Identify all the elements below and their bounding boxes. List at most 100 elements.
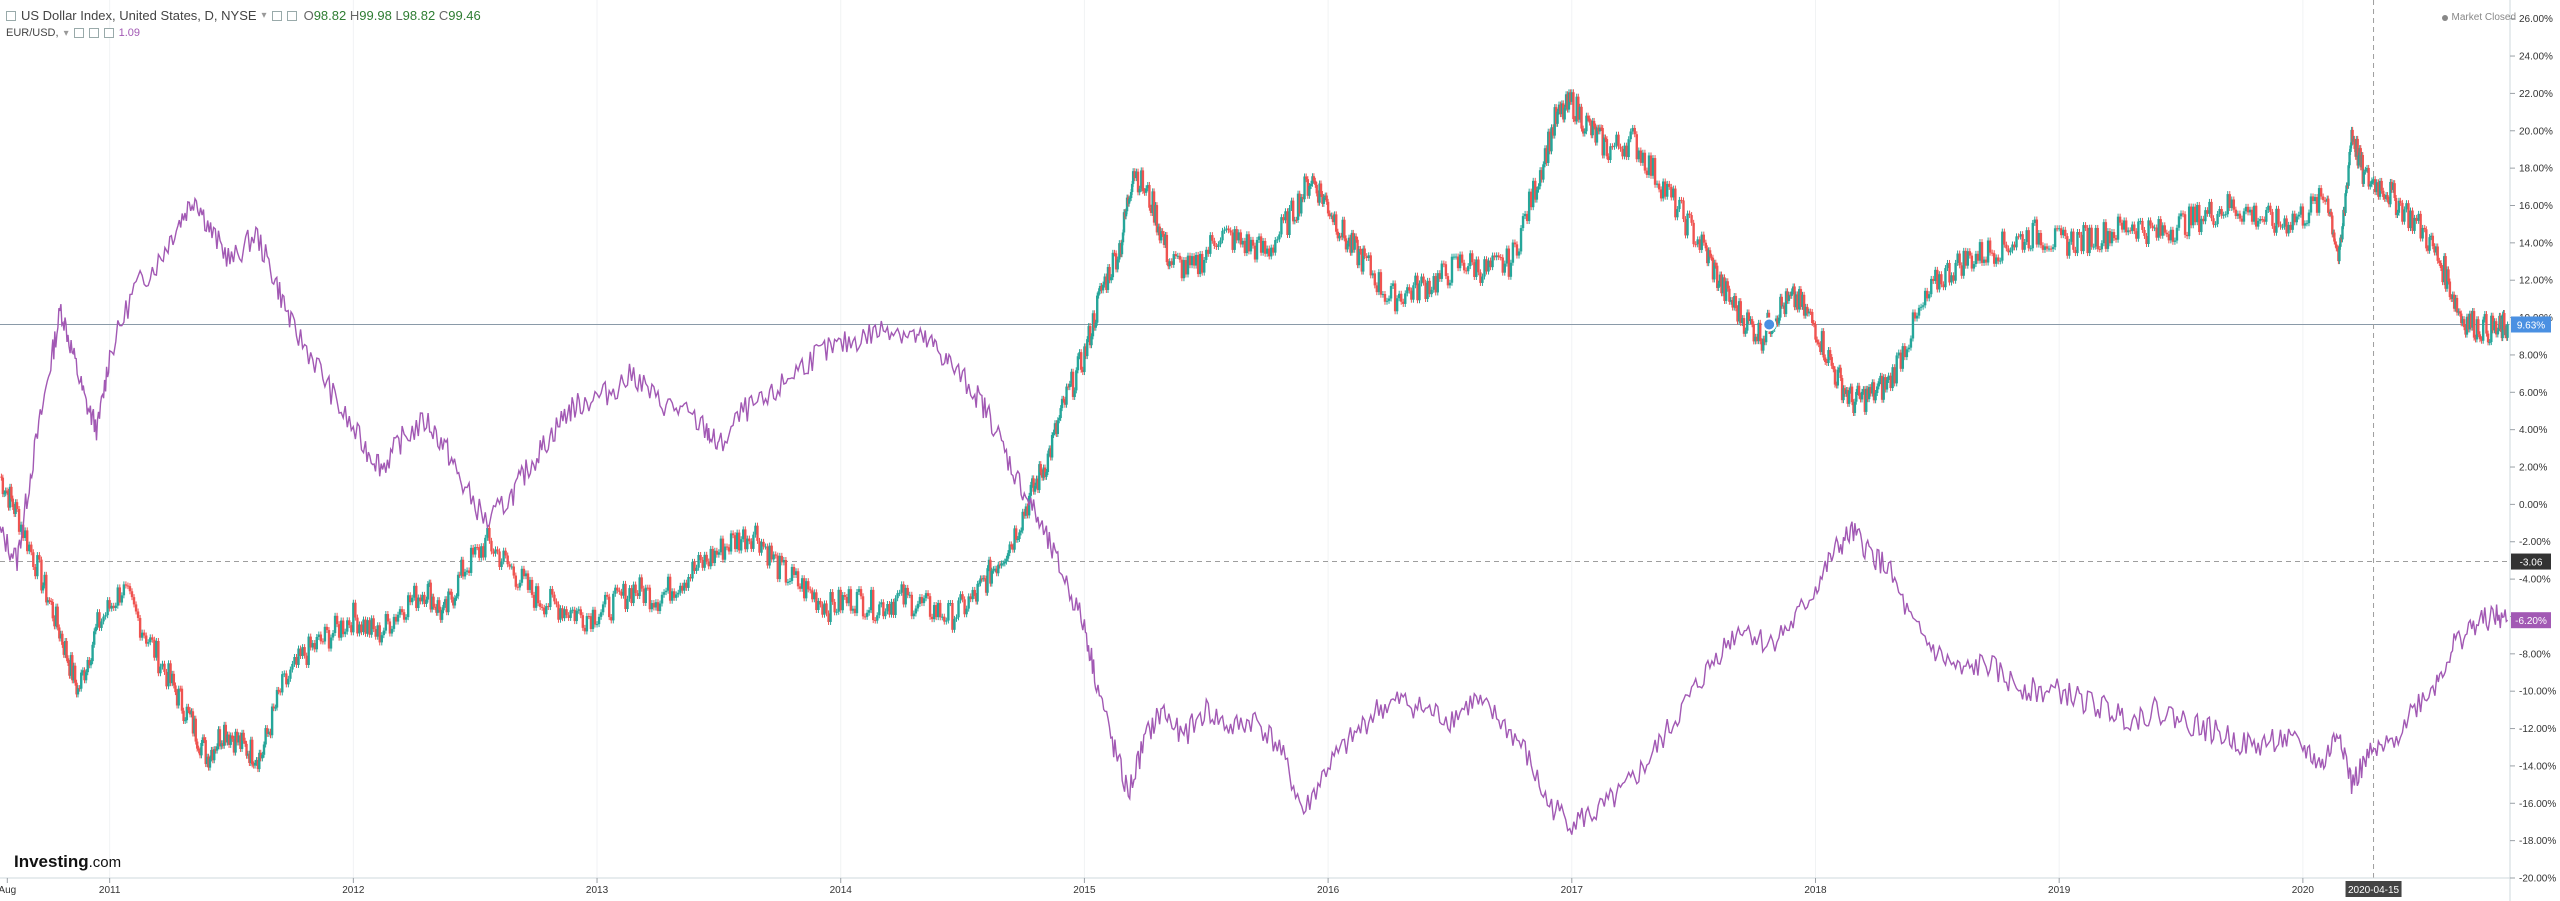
candle-body — [1426, 280, 1429, 299]
candle-body — [2246, 206, 2250, 213]
candle-body — [2242, 211, 2246, 222]
candle-body — [729, 533, 733, 552]
candle-body — [1106, 267, 1110, 290]
candle-body — [1336, 231, 1340, 239]
candle-body — [1031, 478, 1034, 485]
eye-icon[interactable] — [271, 10, 282, 21]
candle-body — [563, 609, 566, 619]
candle-body — [1779, 296, 1782, 318]
candle-body — [275, 689, 279, 708]
collapse-legend-icon[interactable] — [6, 10, 16, 21]
instrument-title[interactable]: US Dollar Index, United States, D, NYSE — [21, 8, 257, 23]
settings-icon[interactable] — [88, 28, 99, 38]
candle-body — [1718, 274, 1722, 284]
candle-body — [1418, 283, 1421, 301]
candle-body — [1402, 301, 1405, 304]
candle-body — [2311, 196, 2315, 202]
candle-body — [2506, 324, 2509, 338]
chevron-down-icon[interactable]: ▾ — [261, 10, 267, 21]
candle-body — [203, 737, 206, 741]
candle-body — [1595, 127, 1599, 143]
candle-body — [2467, 316, 2470, 330]
candle-body — [1241, 240, 1245, 245]
candle-body — [2252, 205, 2256, 222]
candle-body — [2269, 205, 2272, 212]
candle-body — [502, 550, 505, 562]
x-axis[interactable]: Aug 2011 2012 2013 2014 2015 2016 2017 2018 2019 2… — [0, 877, 2510, 896]
candle-body — [2417, 213, 2420, 221]
x-tick-label: 2016 — [1317, 885, 1340, 896]
candle-body — [638, 577, 641, 597]
candle-body — [1013, 528, 1016, 550]
candle-body — [1424, 282, 1427, 299]
price-marker-icon[interactable] — [1762, 317, 1777, 332]
candle-body — [967, 596, 970, 609]
candle-body — [2017, 236, 2020, 238]
candle-body — [1315, 184, 1318, 194]
candle-body — [1865, 388, 1868, 412]
candle-body — [2124, 220, 2128, 233]
candle-body — [750, 541, 753, 549]
candle-body — [573, 609, 576, 622]
candle-body — [409, 595, 412, 603]
candle-body — [132, 597, 136, 605]
candle-body — [1184, 260, 1188, 275]
candle-body — [1583, 131, 1586, 134]
candle-body — [494, 549, 497, 554]
candle-body — [675, 594, 678, 598]
candle-body — [1855, 392, 1858, 402]
candle-body — [898, 592, 901, 594]
candle-body — [1341, 219, 1344, 238]
candle-body — [1352, 232, 1355, 250]
candle-body — [1253, 245, 1257, 260]
candle-body — [2301, 206, 2305, 226]
candle-body — [1024, 506, 1028, 516]
candle-body — [2183, 214, 2187, 235]
candle-body — [1553, 107, 1556, 136]
candle-body — [660, 594, 664, 604]
candle-body — [1042, 467, 1045, 478]
candle-body — [1984, 259, 1988, 263]
close-icon[interactable] — [103, 28, 114, 38]
candle-body — [2066, 236, 2069, 256]
candle-body — [80, 672, 83, 689]
candle-body — [603, 594, 607, 605]
candle-body — [685, 582, 688, 588]
candle-body — [928, 596, 932, 617]
candle-body — [1190, 256, 1194, 266]
chevron-down-icon[interactable]: ▾ — [63, 27, 69, 39]
candle-body — [805, 581, 808, 599]
candle-body — [786, 581, 790, 583]
eye-icon[interactable] — [73, 28, 84, 38]
candle-body — [256, 760, 260, 770]
candle-body — [2339, 237, 2342, 247]
candle-body — [957, 600, 960, 618]
candle-body — [1811, 311, 1814, 323]
candle-body — [188, 710, 192, 715]
compare-symbol[interactable]: EUR/USD, — [6, 27, 59, 39]
candle-body — [1713, 262, 1716, 280]
candle-body — [2232, 199, 2236, 210]
candle-body — [1330, 215, 1333, 217]
candle-body — [1731, 300, 1734, 308]
candle-body — [2447, 269, 2450, 282]
candle-body — [1930, 278, 1933, 295]
candle-body — [1564, 94, 1568, 108]
candle-body — [346, 620, 349, 632]
candle-body — [1167, 262, 1170, 267]
settings-icon[interactable] — [286, 10, 297, 21]
candle-body — [1118, 243, 1121, 260]
candle-body — [1129, 192, 1133, 199]
candle-body — [526, 573, 530, 590]
candle-body — [1915, 315, 1919, 319]
candle-body — [243, 740, 247, 744]
candle-body — [1976, 253, 1980, 261]
candle-body — [1084, 346, 1088, 357]
candle-body — [2177, 216, 2181, 228]
candle-body — [945, 620, 948, 622]
candle-body — [2057, 228, 2061, 230]
candle-body — [329, 637, 333, 649]
candle-body — [2460, 313, 2463, 324]
candle-body — [1217, 244, 1220, 247]
